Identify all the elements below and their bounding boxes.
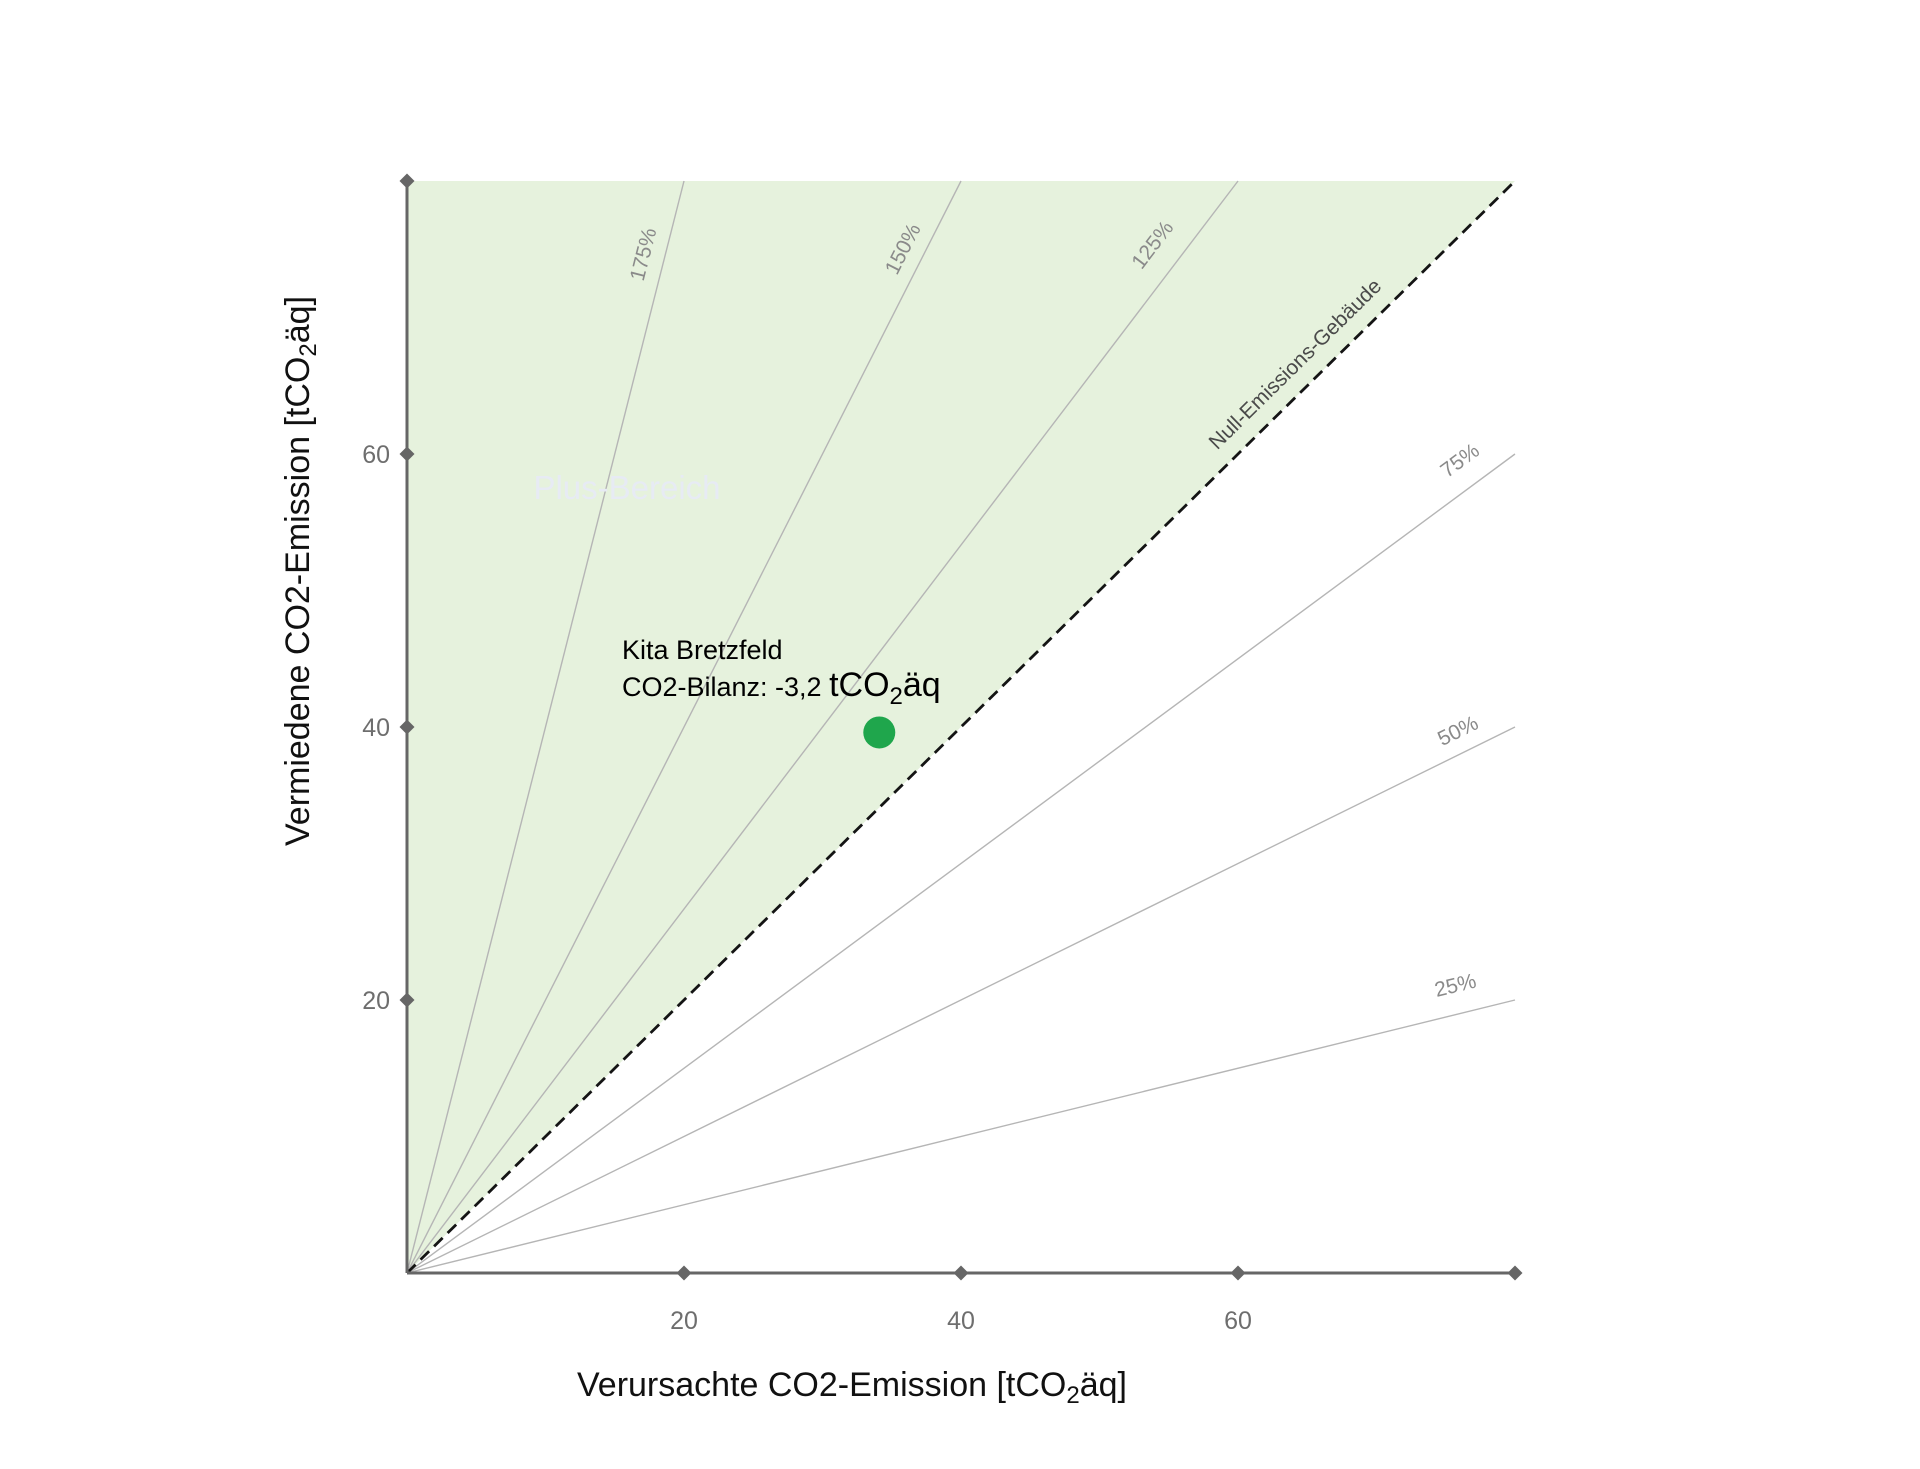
axes [399, 173, 1523, 1281]
reference-line-75% [406, 453, 1516, 1274]
point-annotation-balance: CO2-Bilanz: -3,2 tCO2äq [622, 666, 941, 710]
x-axis-tick-marker-60 [1230, 1265, 1246, 1281]
plus-region-watermark: Plus-Bereich [533, 469, 720, 506]
x-axis-title: Verursachte CO2-Emission [tCO2äq] [577, 1366, 1127, 1409]
y-axis-tick-marker-20 [399, 992, 415, 1008]
zero-emission-line [406, 180, 1516, 1274]
tick-labels: 20 40 60 20 40 60 [362, 441, 1252, 1335]
x-tick-label-60: 60 [1224, 1307, 1252, 1335]
y-tick-label-40: 40 [362, 714, 390, 742]
y-axis-tick-marker-60 [399, 446, 415, 462]
reference-line-175% [406, 180, 685, 1274]
y-tick-label-60: 60 [362, 441, 390, 469]
point-annotation: Kita Bretzfeld CO2-Bilanz: -3,2 tCO2äq [622, 635, 941, 710]
point-annotation-name: Kita Bretzfeld [622, 635, 783, 665]
x-tick-label-20: 20 [670, 1307, 698, 1335]
reference-line-label-50%: 50% [1434, 712, 1482, 751]
reference-line-25% [406, 999, 1516, 1274]
y-tick-label-20: 20 [362, 987, 390, 1015]
y-axis-title: Vermiedene CO2-Emission [tCO2äq] [279, 296, 322, 846]
x-axis-tick-marker-40 [953, 1265, 969, 1281]
y-axis-tick-marker-80 [399, 173, 415, 189]
reference-line-label-25%: 25% [1432, 970, 1478, 1002]
x-axis-tick-marker-20 [676, 1265, 692, 1281]
data-point-layer [863, 716, 896, 749]
reference-line-50% [406, 726, 1516, 1274]
x-axis-tick-marker-80 [1507, 1265, 1523, 1281]
data-point-kita-bretzfeld[interactable] [863, 716, 896, 749]
reference-line-label-75%: 75% [1436, 439, 1483, 482]
x-tick-label-40: 40 [947, 1307, 975, 1335]
reference-line-150% [406, 180, 962, 1274]
y-axis-tick-marker-40 [399, 719, 415, 735]
reference-line-125% [406, 180, 1239, 1274]
